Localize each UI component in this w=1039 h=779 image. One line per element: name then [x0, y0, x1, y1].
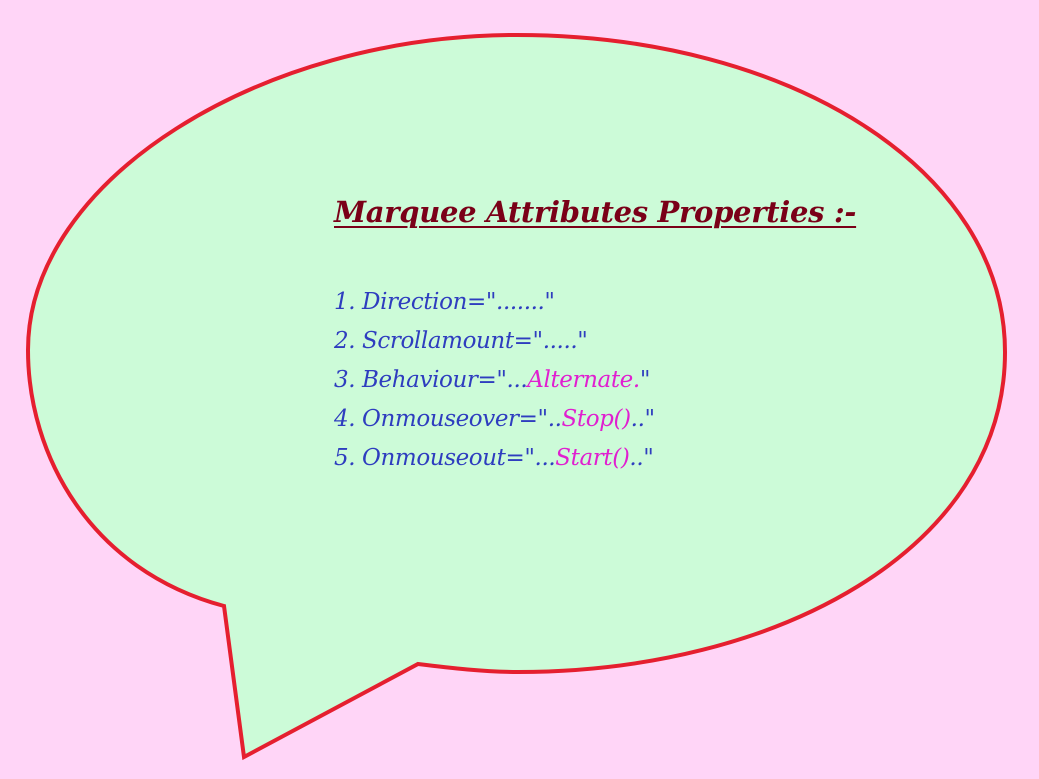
- speech-bubble-shape: [25, 32, 1008, 761]
- attribute-suffix: ..": [629, 445, 654, 471]
- attribute-highlight: Start(): [555, 445, 630, 471]
- attribute-suffix: ": [639, 367, 651, 393]
- attribute-label: 4. Onmouseover="..: [334, 406, 562, 432]
- attribute-suffix: ..": [630, 406, 655, 432]
- attribute-item: 3. Behaviour="...Alternate.": [334, 361, 655, 400]
- attribute-label: 2. Scrollamount=".....": [334, 328, 588, 354]
- attribute-item: 4. Onmouseover="..Stop()..": [334, 400, 655, 439]
- attribute-item: 5. Onmouseout="...Start()..": [334, 439, 655, 478]
- attribute-highlight: Stop(): [561, 406, 632, 432]
- attribute-label: 1. Direction=".......": [334, 289, 555, 315]
- attribute-label: 3. Behaviour="...: [334, 367, 528, 393]
- bubble-title: Marquee Attributes Properties :-: [334, 195, 857, 229]
- attribute-list: 1. Direction="......." 2. Scrollamount="…: [334, 283, 655, 478]
- attribute-item: 2. Scrollamount=".....": [334, 322, 655, 361]
- attribute-item: 1. Direction=".......": [334, 283, 655, 322]
- attribute-label: 5. Onmouseout="...: [334, 445, 556, 471]
- attribute-highlight: Alternate.: [527, 367, 640, 393]
